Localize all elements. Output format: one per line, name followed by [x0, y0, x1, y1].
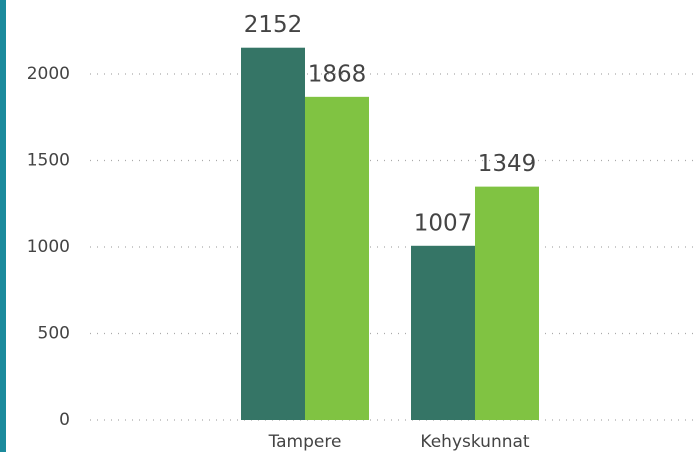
x-tick-label: Tampere: [268, 432, 342, 452]
bar: [241, 47, 305, 420]
bar: [305, 96, 369, 420]
y-tick-label: 1500: [27, 151, 70, 171]
value-label: 1349: [478, 151, 537, 177]
value-label: 1007: [414, 210, 473, 236]
y-tick-label: 2000: [27, 64, 70, 84]
bar: [475, 186, 539, 420]
x-tick-label: Kehyskunnat: [420, 432, 530, 452]
y-tick-label: 0: [59, 410, 70, 430]
y-tick-label: 1000: [27, 237, 70, 257]
bar: [411, 245, 475, 420]
value-label: 2152: [244, 12, 303, 38]
side-stripe: [0, 0, 6, 452]
value-label: 1868: [308, 61, 367, 87]
y-tick-label: 500: [38, 324, 70, 344]
